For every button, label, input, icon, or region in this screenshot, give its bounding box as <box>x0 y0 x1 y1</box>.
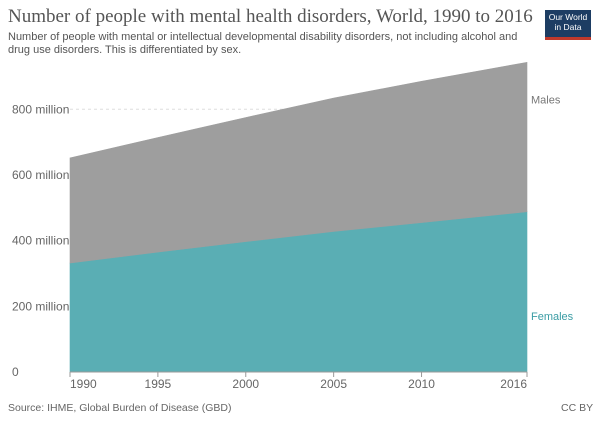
chart-title: Number of people with mental health diso… <box>8 6 533 27</box>
logo-accent-bar <box>545 37 591 40</box>
x-tick-label: 1995 <box>145 377 172 391</box>
logo-line-2: in Data <box>554 22 582 32</box>
series-label-males: Males <box>531 95 561 107</box>
y-tick-label: 200 million <box>12 299 69 313</box>
x-tick-label: 1990 <box>70 377 97 391</box>
series-labels: Females Males <box>531 95 574 323</box>
y-tick-label: 600 million <box>12 168 69 182</box>
logo-line-1: Our World <box>548 12 588 22</box>
owid-logo[interactable]: Our World in Data <box>545 10 591 40</box>
y-axis: 0 200 million 400 million 600 million 800 mi… <box>12 102 69 379</box>
x-tick-label: 2016 <box>500 377 527 391</box>
area-males <box>69 61 528 264</box>
series-label-females: Females <box>531 311 574 323</box>
x-tick-label: 2010 <box>408 377 435 391</box>
y-tick-label: 0 <box>12 365 19 379</box>
chart-subtitle: Number of people with mental or intellec… <box>8 31 518 56</box>
area-series <box>69 61 528 373</box>
source-note: Source: IHME, Global Burden of Disease (… <box>8 402 232 414</box>
y-tick-label: 800 million <box>12 102 69 116</box>
y-tick-label: 400 million <box>12 234 69 248</box>
license-link[interactable]: CC BY <box>561 402 594 414</box>
x-tick-label: 2005 <box>320 377 347 391</box>
x-tick-label: 2000 <box>232 377 259 391</box>
x-axis: 1990 1995 2000 2005 2010 2016 <box>69 371 528 391</box>
